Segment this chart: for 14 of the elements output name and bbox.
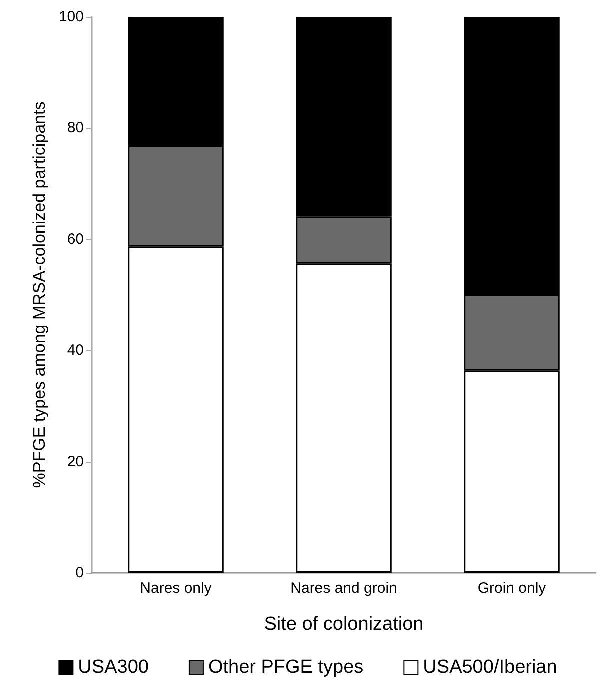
y-axis-title: %PFGE types among MRSA-colonized participants [30, 102, 49, 488]
y-tick-label: 0 [76, 564, 84, 582]
legend-label: USA300 [78, 657, 149, 678]
y-tick-label: 60 [67, 230, 84, 248]
x-axis-title: Site of colonization [264, 614, 424, 635]
y-tick-label: 80 [67, 120, 84, 137]
x-tick-label: Nares and groin [290, 580, 398, 597]
y-tick-label: 100 [58, 8, 84, 26]
legend-label: Other PFGE types [208, 657, 364, 678]
y-tick-label: 40 [67, 342, 84, 360]
legend-label: USA500/Iberian [423, 657, 558, 678]
x-tick-label: Groin only [478, 580, 547, 597]
y-tick-label: 20 [67, 453, 84, 470]
x-tick-label: Nares only [140, 580, 212, 597]
